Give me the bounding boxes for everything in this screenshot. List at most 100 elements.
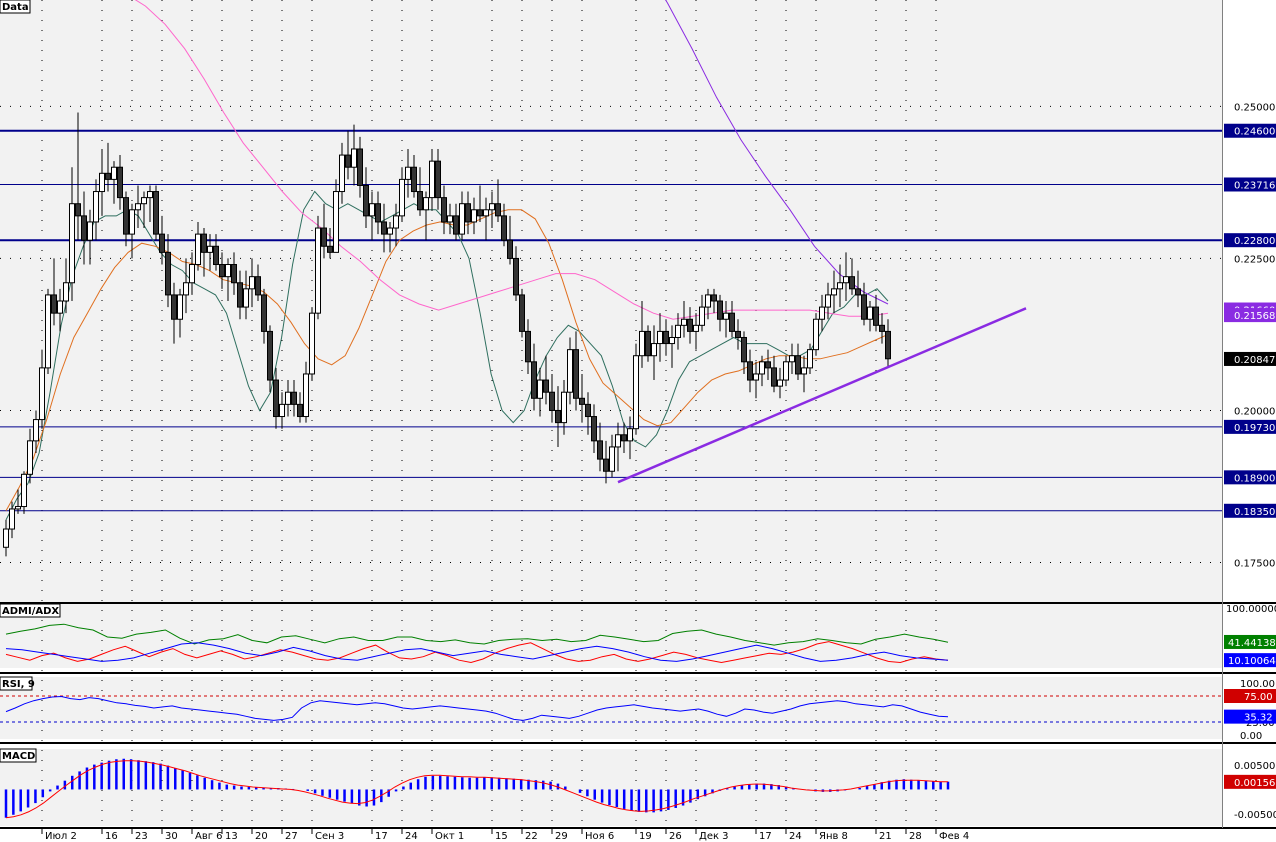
rsi-tick-label: 0.00 <box>1240 731 1262 742</box>
price-tick-label: 0.22500 <box>1234 254 1275 265</box>
level-price-label: 0.18350 <box>1234 507 1275 518</box>
time-tick-label: 16 <box>105 831 118 842</box>
time-tick-label: 29 <box>555 831 568 842</box>
candle-body <box>69 203 75 284</box>
adx-line <box>5 641 949 664</box>
candle-body <box>849 276 855 290</box>
level-price-label: 0.23716 <box>1234 180 1275 191</box>
candle-body <box>621 434 627 442</box>
candle-body <box>135 203 141 211</box>
candle-body <box>237 282 243 308</box>
candle-body <box>879 324 885 332</box>
rsi-value-tag <box>1224 709 1276 724</box>
candle-body <box>123 197 129 235</box>
candle-body <box>549 391 555 411</box>
candle-body <box>519 294 525 332</box>
candle-body <box>615 434 621 448</box>
time-tick-label: Июл 2 <box>45 831 77 842</box>
candle-body <box>255 276 261 296</box>
candle-body <box>765 361 771 369</box>
candle-body <box>573 349 579 399</box>
candle-body <box>285 391 291 405</box>
candle-body <box>807 349 813 369</box>
time-tick-label: 13 <box>225 831 238 842</box>
candle-body <box>375 203 381 223</box>
candle-body <box>327 245 333 253</box>
candle-body <box>159 233 165 253</box>
time-tick-label: 17 <box>759 831 772 842</box>
candle-body <box>315 227 321 314</box>
level-price-label: 0.22800 <box>1234 236 1275 247</box>
candle-body <box>453 215 459 235</box>
candle-body <box>825 294 831 308</box>
candle-body <box>153 191 159 235</box>
candle-body <box>801 367 807 375</box>
candle-body <box>675 324 681 338</box>
candle-body <box>687 318 693 332</box>
macd-value-label: 0.00156 <box>1234 778 1275 789</box>
candle-body <box>339 154 345 193</box>
candle-body <box>861 294 867 320</box>
price-tag <box>1224 308 1276 323</box>
candle-body <box>81 215 87 241</box>
candle-body <box>843 276 849 284</box>
candle-body <box>249 276 255 290</box>
time-tick-label: 22 <box>525 831 538 842</box>
time-tick-label: Сен 3 <box>315 831 344 842</box>
time-tick-label: 28 <box>909 831 922 842</box>
candle-body <box>189 264 195 284</box>
candle-body <box>663 330 669 345</box>
candle-body <box>207 245 213 253</box>
candle-body <box>507 239 513 259</box>
candle-body <box>213 245 219 266</box>
candle-body <box>387 227 393 235</box>
time-tick-label: Ноя 6 <box>585 831 614 842</box>
candle-body <box>183 282 189 296</box>
candle-body <box>855 288 861 296</box>
candle-body <box>723 312 729 320</box>
candle-body <box>867 306 873 320</box>
level-price-label: 0.24600 <box>1234 127 1275 138</box>
candle-body <box>423 197 429 211</box>
time-tick-label: 26 <box>669 831 682 842</box>
adx-title: ADMI/ADX <box>2 606 59 617</box>
main-title: Data <box>2 2 29 13</box>
candle-body <box>171 294 177 320</box>
rsi-title: RSI, 9 <box>2 679 35 690</box>
candle-body <box>231 264 237 284</box>
candle-body <box>819 306 825 320</box>
adx-value-label: 41.44138 <box>1228 638 1276 649</box>
panel-background-main <box>0 0 1222 602</box>
moving-average-line <box>665 0 889 305</box>
candle-body <box>483 209 489 217</box>
candle-body <box>783 361 789 381</box>
candle-body <box>225 264 231 278</box>
candle-body <box>369 203 375 217</box>
adx-line <box>5 623 949 646</box>
candle-body <box>447 215 453 223</box>
candle-body <box>705 294 711 308</box>
time-tick-label: 20 <box>255 831 268 842</box>
rsi-value-tag <box>1224 689 1276 703</box>
candle-body <box>201 233 207 253</box>
level-price-tag <box>1224 177 1276 192</box>
candle-body <box>759 361 765 375</box>
candle-body <box>585 403 591 418</box>
time-tick-label: 15 <box>495 831 508 842</box>
candle-body <box>429 160 435 199</box>
candle-body <box>3 528 9 548</box>
candle-body <box>177 294 183 320</box>
rsi-title-box <box>0 676 33 691</box>
price-tag-label: 0.21568 <box>1234 311 1275 322</box>
candle-body <box>795 355 801 375</box>
candle-body <box>111 166 117 180</box>
candle-body <box>501 215 507 241</box>
candle-body <box>273 379 279 418</box>
candle-body <box>195 233 201 266</box>
candle-body <box>645 330 651 357</box>
panel-background-adx <box>0 604 1222 668</box>
macd-tick-label: -0.00500 <box>1234 810 1276 821</box>
macd-title-box <box>0 748 37 763</box>
candle-body <box>21 473 27 508</box>
